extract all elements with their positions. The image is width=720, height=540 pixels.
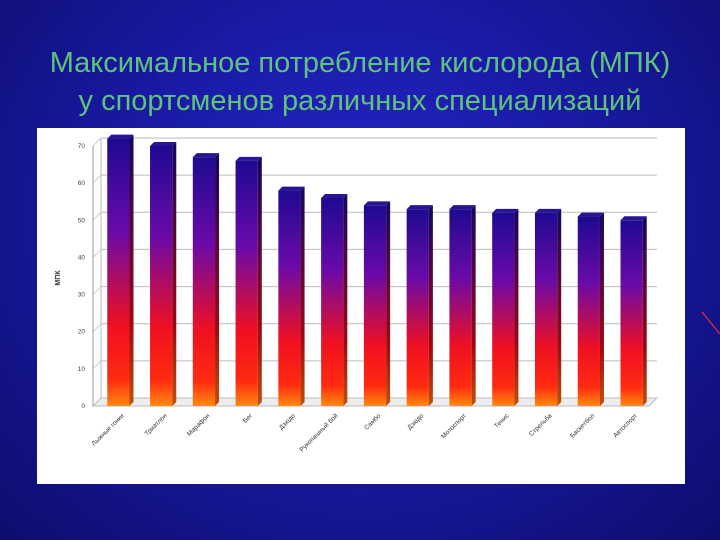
bar-top (449, 205, 476, 210)
x-tick-label: Дзюдо (278, 412, 297, 431)
y-tick-label: 60 (78, 180, 86, 187)
bar-layer (107, 134, 647, 407)
y-tick-label: 70 (78, 143, 86, 150)
bar-top (321, 194, 348, 198)
x-tick-label: Дзюдо (406, 412, 425, 431)
bar-4 (235, 156, 262, 406)
slide-title-line-1: Максимальное потребление кислорода (МПК) (49, 47, 671, 79)
bar-front (449, 209, 472, 406)
bar-front (150, 146, 173, 406)
bar-top (406, 205, 433, 210)
x-tick-label: Стрельба (527, 411, 553, 437)
y-tick-label: 50 (78, 217, 86, 224)
x-tick-label: Марафон (186, 412, 212, 438)
bar-side (300, 186, 305, 406)
x-tick-label: Лыжные гонки (91, 412, 127, 448)
x-tick-label: Баскетбол (568, 412, 596, 440)
bar-top (620, 216, 647, 221)
y-tick-label: 0 (81, 403, 85, 410)
x-tick-label: Тенис (493, 412, 511, 430)
bar-side (599, 212, 604, 406)
gridline-depth (92, 360, 102, 370)
bar-8 (406, 205, 433, 406)
bar-side (386, 201, 391, 406)
bar-top (577, 212, 604, 217)
gridline-depth (92, 137, 102, 147)
bar-chart: 0 10 20 30 40 50 60 70 Лыжные гонки Триатлон Мараф… (55, 134, 659, 454)
bar-side (428, 205, 433, 406)
bar-side (129, 134, 134, 407)
bar-side (471, 205, 476, 406)
bar-top (363, 201, 391, 206)
y-axis-label: МПК (55, 270, 62, 286)
bar-10 (492, 208, 519, 406)
chart-panel: 0 10 20 30 40 50 60 70 Лыжные гонки Триатлон Мараф… (37, 128, 685, 484)
bar-side (215, 153, 220, 406)
y-tick-label: 40 (78, 254, 86, 261)
bar-side (257, 156, 262, 406)
bar-12 (577, 212, 604, 406)
y-tick-label: 20 (78, 329, 86, 336)
gridline-depth (92, 211, 102, 221)
bar-9 (449, 205, 476, 406)
x-tick-label: Самбо (363, 411, 383, 431)
bar-front (363, 205, 387, 406)
bar-side (642, 216, 647, 406)
bar-front (235, 160, 258, 406)
y-tick-label: 30 (78, 292, 86, 299)
gridline-depth (92, 286, 102, 295)
bar-front (321, 198, 344, 406)
x-tick-label: Бег (242, 412, 255, 425)
x-tick-label: Мотоспорт (440, 412, 468, 440)
bar-front (406, 209, 429, 406)
bar-top (107, 134, 134, 139)
decorative-line (701, 311, 720, 335)
bar-front (278, 190, 301, 406)
bar-13 (620, 216, 647, 406)
x-tick-label: Триатлон (144, 412, 169, 437)
bar-side (557, 208, 562, 406)
bar-1 (107, 134, 134, 407)
bar-top (192, 153, 220, 158)
bar-top (492, 208, 519, 213)
x-tick-label: Рукопашный бой (298, 412, 340, 454)
bar-side (172, 142, 177, 406)
x-tick-label: Автоспорт (612, 412, 639, 439)
bar-3 (192, 153, 220, 406)
bar-2 (150, 142, 177, 406)
bar-front (534, 212, 558, 406)
y-tick-label: 10 (78, 366, 86, 373)
bar-top (534, 208, 562, 213)
bar-6 (321, 194, 348, 406)
bar-front (192, 157, 216, 406)
slide-title-line-2: у спортсменов различных специализаций (78, 85, 642, 117)
bar-front (492, 212, 515, 406)
gridline-depth (92, 323, 102, 333)
bar-7 (363, 201, 391, 406)
bar-side (343, 194, 348, 406)
bar-5 (278, 186, 305, 406)
bar-front (577, 216, 600, 406)
gridline-depth (92, 174, 102, 184)
bar-top (278, 186, 305, 191)
bar-top (150, 142, 177, 146)
slide-title: Максимальное потребление кислорода (МПК)… (0, 44, 720, 120)
bar-front (107, 138, 130, 407)
bar-top (235, 156, 262, 161)
gridline-depth (92, 249, 102, 258)
bar-side (514, 208, 519, 406)
bar-11 (534, 208, 562, 406)
bar-front (620, 220, 643, 406)
